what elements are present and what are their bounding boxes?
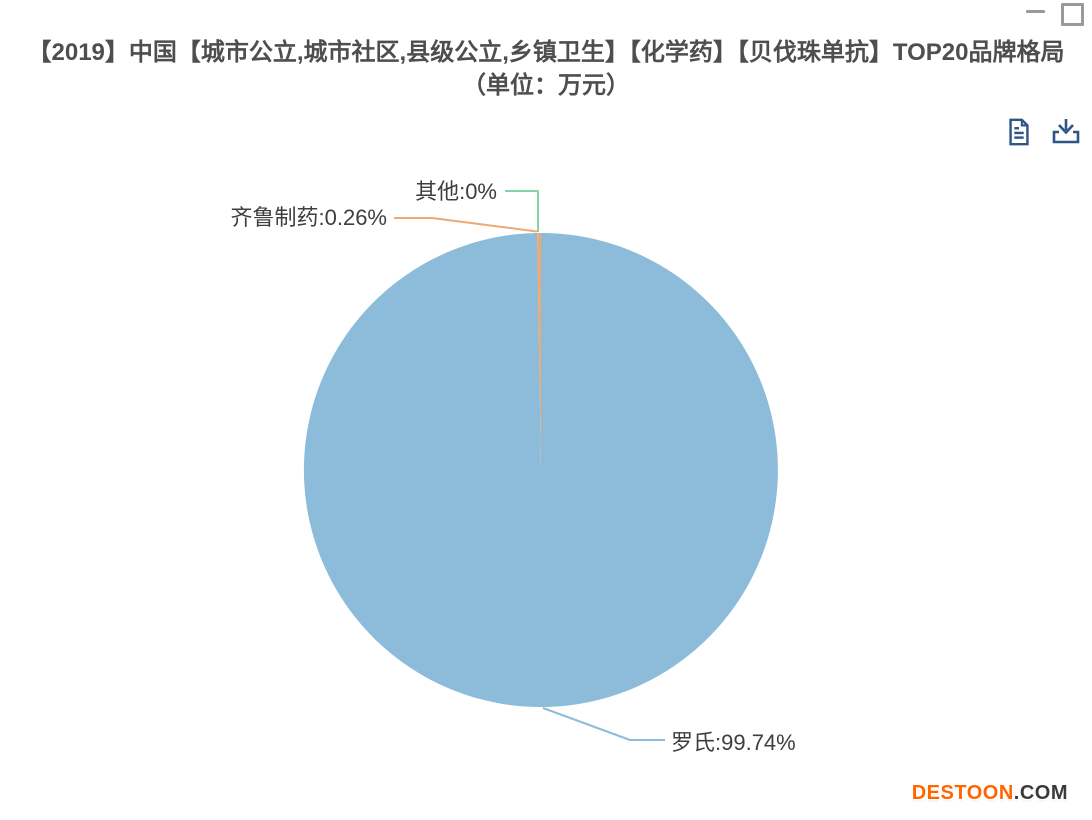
label-line-qilu xyxy=(394,217,538,233)
window-controls xyxy=(1026,0,1084,32)
chart-toolbox xyxy=(1004,115,1082,149)
watermark: DESTOON.COM xyxy=(912,782,1068,805)
pie-slices-group xyxy=(303,232,778,707)
pie-label-qilu: 齐鲁制药:0.26% xyxy=(230,205,388,230)
label-line-luoshi xyxy=(542,707,665,741)
label-line-qita xyxy=(505,190,539,232)
data-view-icon[interactable] xyxy=(1004,115,1034,149)
pie-slice-0[interactable] xyxy=(303,233,778,707)
chart-title: 【2019】中国【城市公立,城市社区,县级公立,乡镇卫生】【化学药】【贝伐珠单抗… xyxy=(27,39,1065,66)
pie-label-luoshi: 罗氏:99.74% xyxy=(671,730,796,755)
chart-subtitle: （单位：万元） xyxy=(462,72,630,99)
minimize-icon[interactable] xyxy=(1026,10,1045,13)
maximize-icon[interactable] xyxy=(1061,3,1084,26)
watermark-suffix: .COM xyxy=(1013,782,1068,804)
save-as-image-icon[interactable] xyxy=(1050,115,1082,149)
watermark-brand: DESTOON xyxy=(911,782,1014,804)
pie-slice-1[interactable] xyxy=(537,232,541,470)
chart-title-block: 【2019】中国【城市公立,城市社区,县级公立,乡镇卫生】【化学药】【贝伐珠单抗… xyxy=(0,36,1092,102)
pie-label-qita: 其他:0% xyxy=(415,179,497,204)
